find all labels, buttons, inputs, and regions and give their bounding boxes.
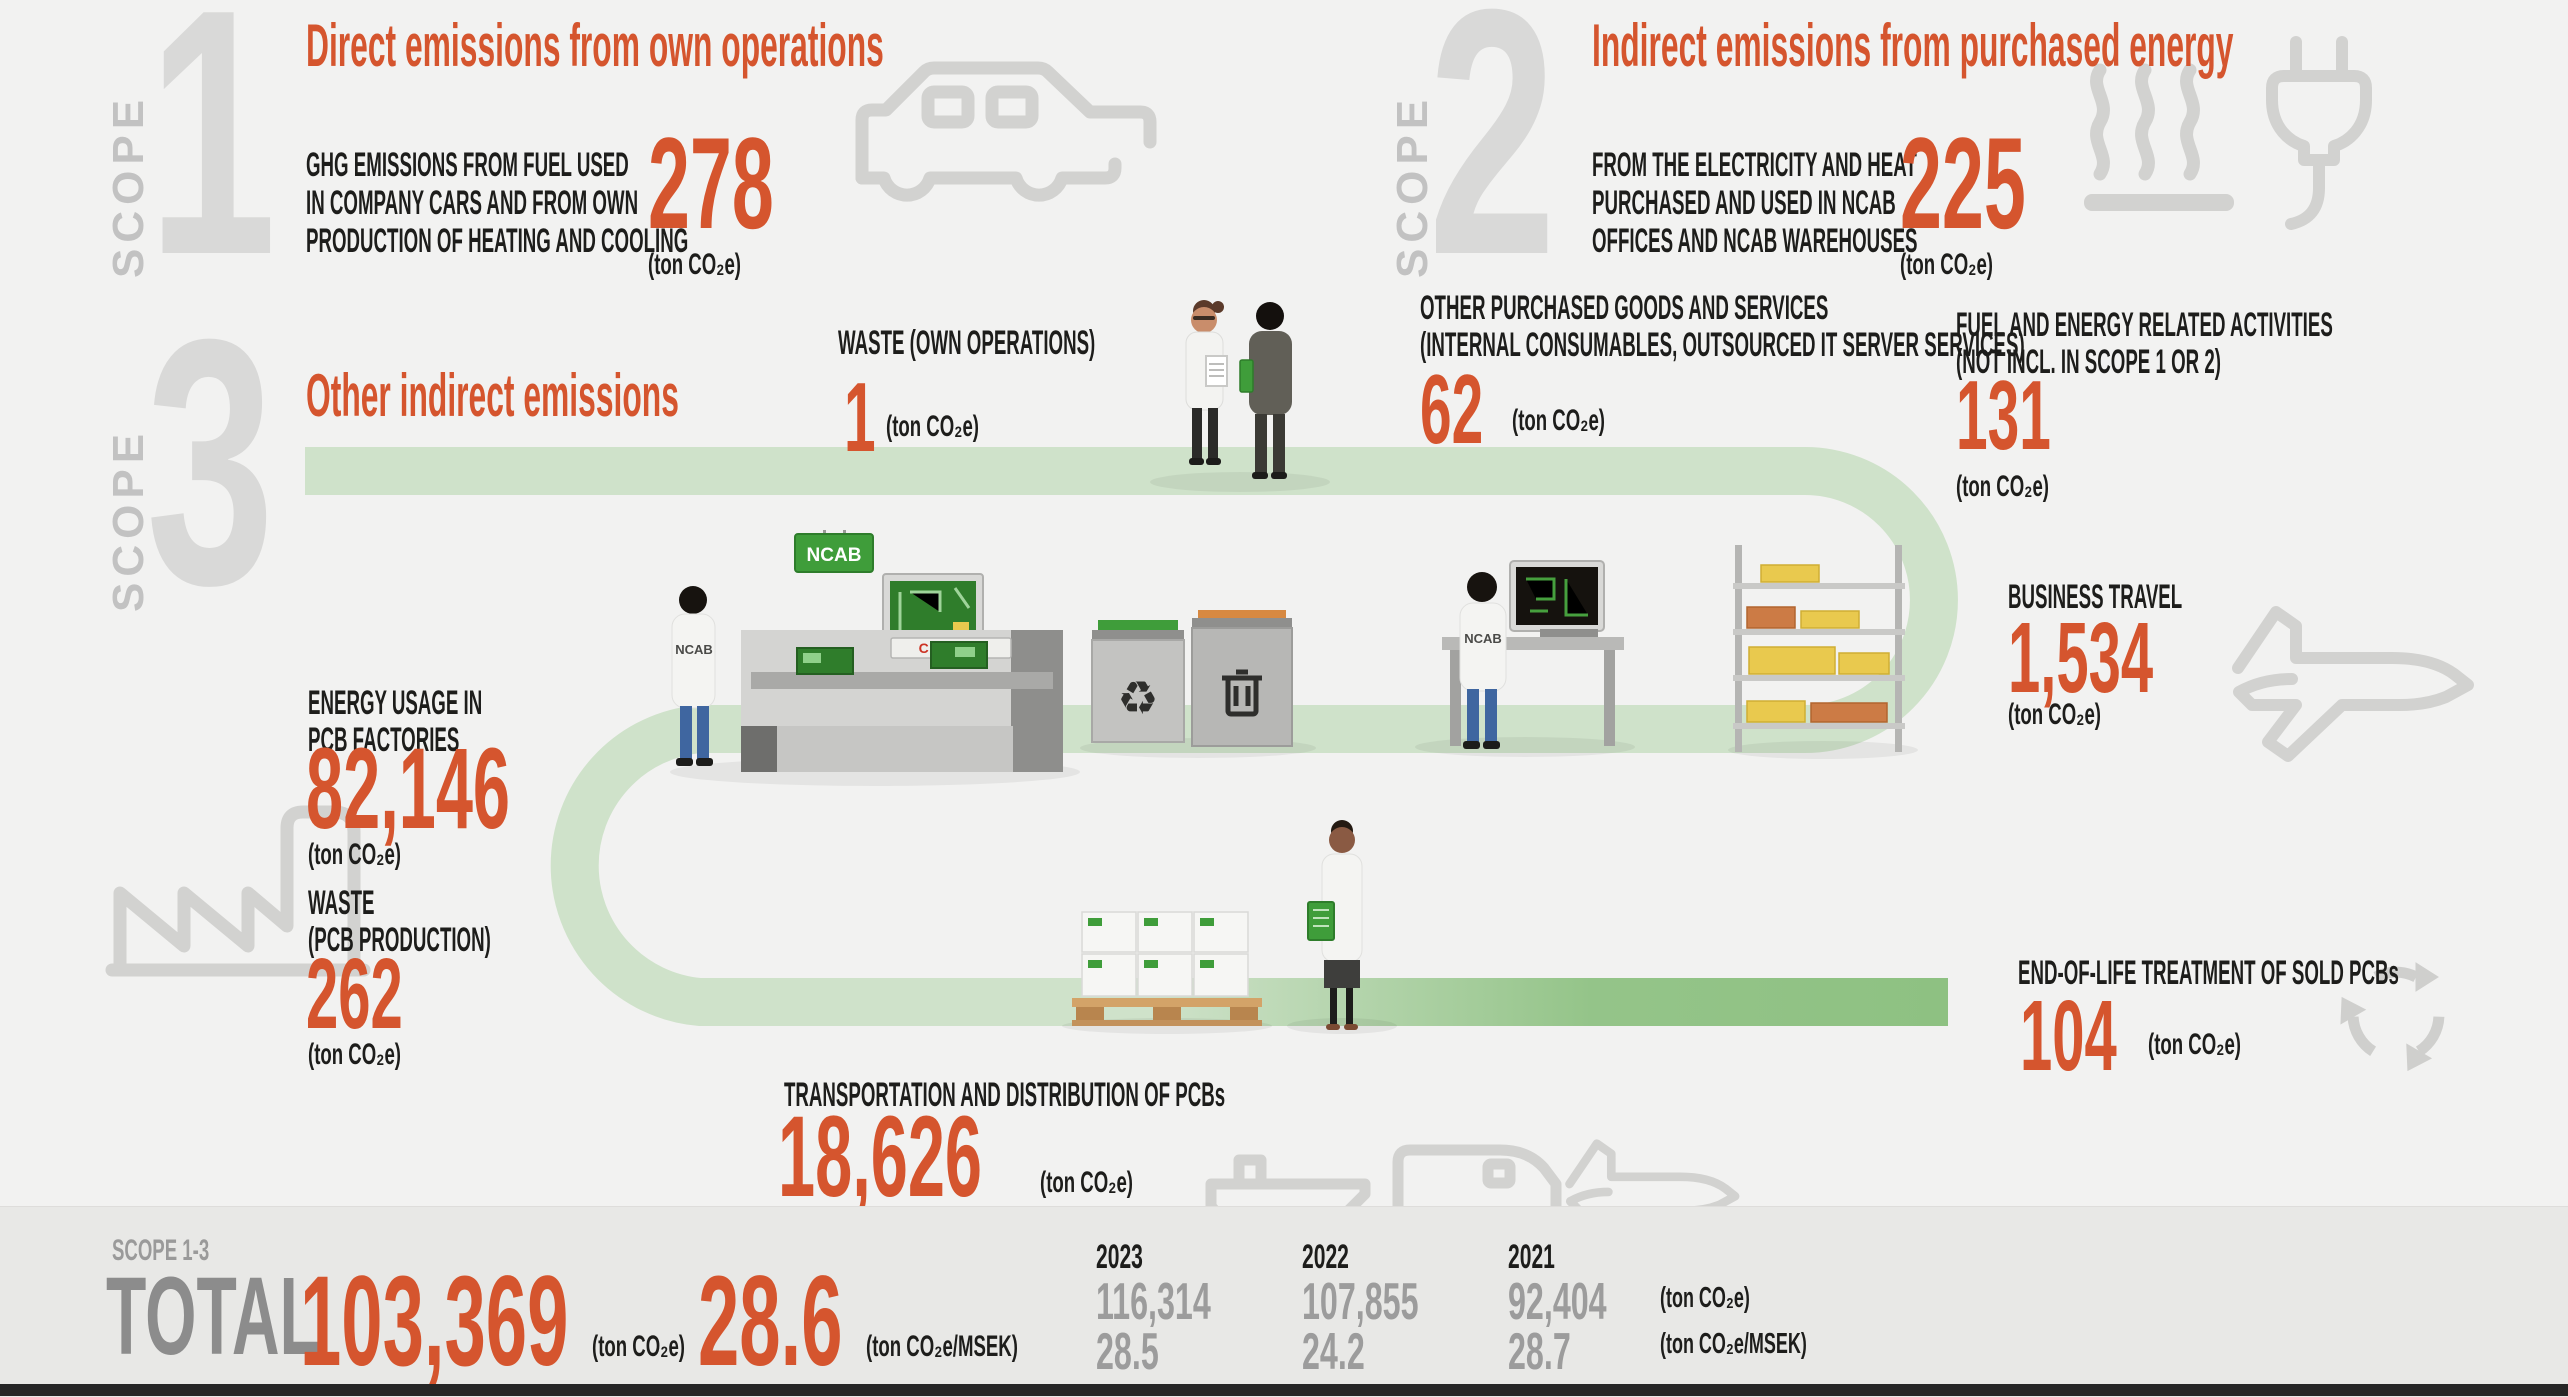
flow-path-end — [1150, 978, 1948, 1026]
energy-usage-label: ENERGY USAGE IN PCB FACTORIES — [308, 684, 483, 759]
transportation-value: 18,626 — [778, 1093, 983, 1221]
scope2-title: Indirect emissions from purchased energy — [1592, 12, 2234, 79]
meeting-people-illustration — [1185, 300, 1292, 479]
waste-pcb-value: 262 — [306, 938, 403, 1050]
fuel-energy-value: 131 — [1956, 360, 2051, 470]
footer-intensity-2023: 28.5 — [1096, 1323, 1159, 1381]
footer-total-bar — [0, 1206, 2568, 1397]
recycle-glyph: ♻ — [1117, 672, 1158, 724]
footer-emissions-2022: 107,855 — [1302, 1273, 1419, 1331]
pcb-machine-illustration: NCAB CHECK NCAB — [671, 530, 1063, 772]
footer-emissions-2023: 116,314 — [1096, 1273, 1211, 1331]
waste-pcb-unit: (ton CO₂e) — [308, 1038, 401, 1071]
footer-unit-co2e-msek: (ton CO₂e/MSEK) — [1660, 1328, 1807, 1360]
business-travel-value: 1,534 — [2008, 602, 2154, 714]
analyst-coat-logo: NCAB — [1464, 631, 1502, 646]
computer-desk-illustration: NCAB — [1442, 560, 1624, 749]
energy-usage-value: 82,146 — [306, 725, 511, 853]
transportation-label: TRANSPORTATION AND DISTRIBUTION OF PCBs — [784, 1076, 1226, 1114]
scope3-title: Other indirect emissions — [306, 362, 679, 429]
car-icon — [855, 61, 1157, 202]
other-purchased-label: OTHER PURCHASED GOODS AND SERVICES (INTE… — [1420, 289, 2025, 364]
fuel-energy-label: FUEL AND ENERGY RELATED ACTIVITIES (NOT … — [1956, 306, 2333, 381]
scope1-description: GHG EMISSIONS FROM FUEL USED IN COMPANY … — [306, 146, 689, 260]
business-travel-label: BUSINESS TRAVEL — [2008, 578, 2183, 616]
recycle-icon — [2340, 962, 2445, 1072]
transportation-unit: (ton CO₂e) — [1040, 1166, 1133, 1199]
waste-own-unit: (ton CO₂e) — [886, 410, 979, 443]
bottom-dark-strip — [0, 1384, 2568, 1396]
scope2-value: 225 — [1900, 110, 2026, 256]
scope1-unit: (ton CO₂e) — [648, 248, 741, 281]
worker-coat-logo: NCAB — [675, 642, 713, 657]
waste-pcb-label: WASTE (PCB PRODUCTION) — [308, 884, 491, 959]
scope3-numeral: 3 — [146, 267, 275, 658]
waste-bins-illustration: ♻ — [1091, 610, 1293, 747]
footer-intensity-2021: 28.7 — [1508, 1323, 1571, 1381]
plug-icon — [2266, 36, 2372, 230]
factory-icon — [105, 805, 371, 977]
scope1-numeral: 1 — [148, 0, 277, 328]
footer-total-value: 103,369 — [300, 1250, 569, 1393]
scope1-title: Direct emissions from own operations — [306, 12, 884, 79]
footer-intensity-value: 28.6 — [698, 1250, 843, 1393]
scope2-description: FROM THE ELECTRICITY AND HEAT PURCHASED … — [1592, 146, 1918, 260]
energy-usage-unit: (ton CO₂e) — [308, 838, 401, 871]
other-purchased-value: 62 — [1420, 354, 1484, 464]
footer-unit-co2e: (ton CO₂e) — [1660, 1282, 1750, 1314]
scope1-vertical-label: SCOPE — [104, 93, 153, 278]
pallet-illustration — [1072, 911, 1262, 1026]
waste-own-value: 1 — [844, 362, 876, 472]
footer-intensity-2022: 24.2 — [1302, 1323, 1365, 1381]
storage-rack-illustration — [1733, 545, 1905, 752]
other-purchased-unit: (ton CO₂e) — [1512, 404, 1605, 437]
footer-intensity-unit: (ton CO₂e/MSEK) — [866, 1330, 1018, 1363]
end-of-life-label: END-OF-LIFE TREATMENT OF SOLD PCBs — [2018, 954, 2399, 992]
pcb-panels — [796, 641, 988, 675]
footer-total-unit: (ton CO₂e) — [592, 1330, 685, 1363]
fuel-energy-unit: (ton CO₂e) — [1956, 470, 2049, 503]
end-of-life-unit: (ton CO₂e) — [2148, 1028, 2241, 1061]
end-of-life-value: 104 — [2020, 980, 2117, 1092]
footer-year-2021: 2021 — [1508, 1238, 1555, 1276]
waste-own-label: WASTE (OWN OPERATIONS) — [838, 324, 1096, 362]
scope2-unit: (ton CO₂e) — [1900, 248, 1993, 281]
business-travel-unit: (ton CO₂e) — [2008, 698, 2101, 731]
airplane-icon — [2238, 612, 2468, 756]
footer-emissions-2021: 92,404 — [1508, 1273, 1607, 1331]
heat-icon — [2084, 63, 2234, 211]
footer-total-label: TOTAL — [106, 1255, 320, 1378]
footer-scope-range: SCOPE 1-3 — [112, 1234, 210, 1267]
pcb-person-illustration — [1307, 820, 1363, 1030]
scope2-numeral: 2 — [1428, 0, 1557, 328]
footer-year-2023: 2023 — [1096, 1238, 1143, 1276]
trash-glyph — [1222, 669, 1262, 717]
scope1-value: 278 — [648, 110, 774, 256]
ncab-sign-text: NCAB — [807, 545, 862, 566]
footer-year-2022: 2022 — [1302, 1238, 1349, 1276]
